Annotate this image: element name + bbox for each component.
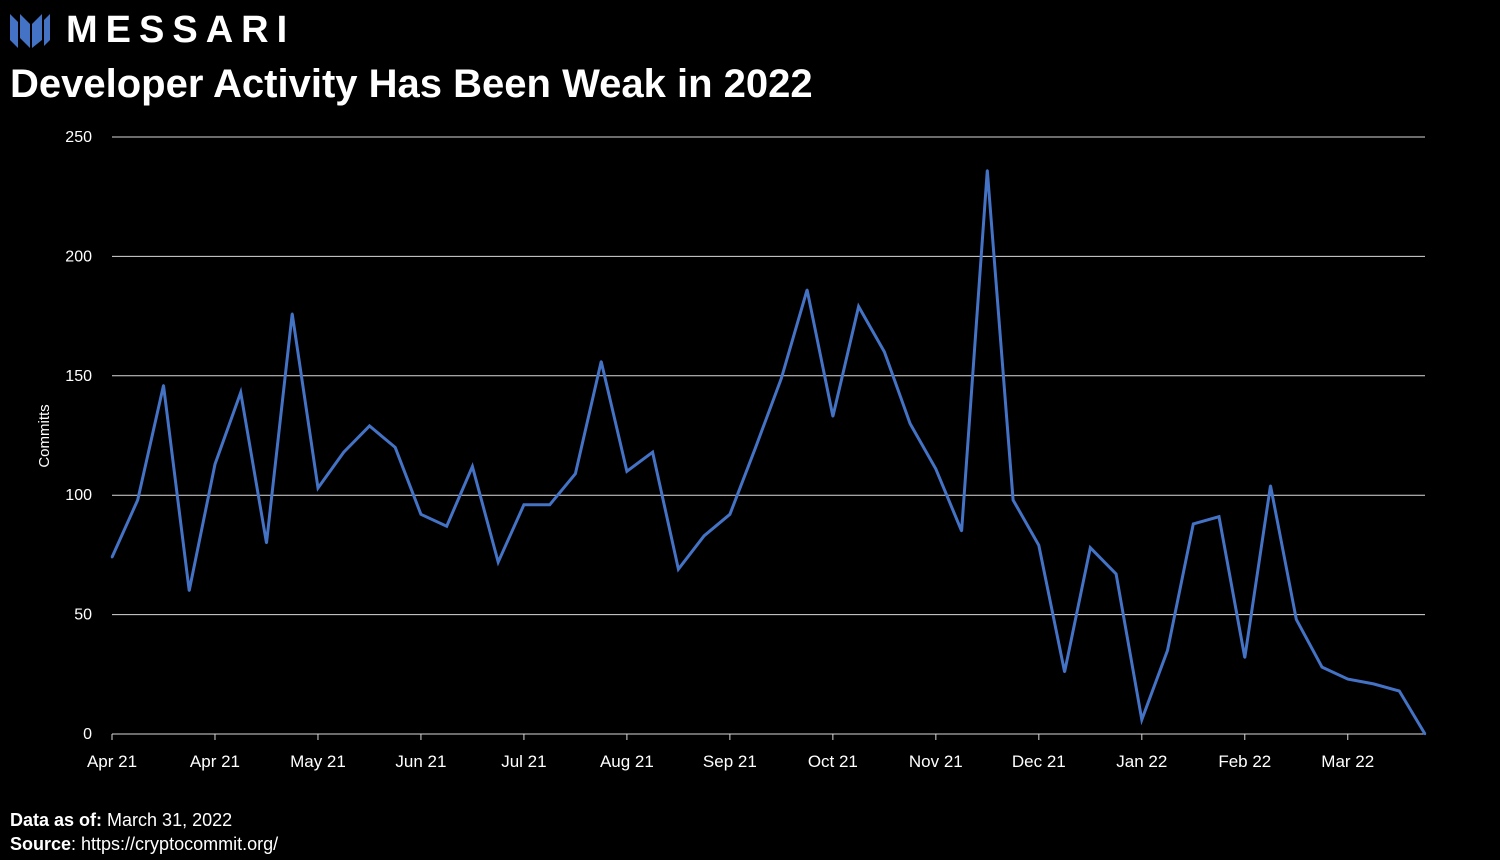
data-point xyxy=(986,169,989,172)
source: Source: https://cryptocommit.org/ xyxy=(10,832,278,856)
x-tick-label: Jun 21 xyxy=(395,752,446,771)
x-tick-label: Feb 22 xyxy=(1218,752,1271,771)
data-point xyxy=(1063,670,1066,674)
data-point xyxy=(780,376,783,380)
footer: Data as of: March 31, 2022 Source: https… xyxy=(10,808,278,856)
data-point xyxy=(110,556,114,559)
data-point xyxy=(496,560,500,564)
chart-title: Developer Activity Has Been Weak in 2022 xyxy=(10,62,813,106)
data-point xyxy=(702,534,706,537)
y-tick-label: 150 xyxy=(65,368,92,385)
data-point xyxy=(599,360,603,363)
data-point xyxy=(445,525,448,528)
data-point xyxy=(728,513,732,516)
x-tick-label: May 21 xyxy=(290,752,346,771)
x-tick-label: Nov 21 xyxy=(909,752,963,771)
data-point xyxy=(239,391,242,394)
y-tick-label: 100 xyxy=(65,487,92,504)
messari-logo-icon xyxy=(10,14,50,48)
data-point xyxy=(136,498,139,502)
data-point xyxy=(393,446,397,449)
source-label: Source xyxy=(10,834,72,854)
data-point xyxy=(960,529,963,533)
source-value: : https://cryptocommit.org/ xyxy=(71,834,279,854)
data-point xyxy=(548,503,551,506)
x-tick-label: Apr 21 xyxy=(87,752,137,771)
x-tick-label: Aug 21 xyxy=(600,752,654,771)
line-chart: 0 50 100 150 200 250 Apr 21 Apr 21 May 21 Jun 21 J… xyxy=(36,129,1427,771)
data-point xyxy=(316,486,320,490)
y-tick-label: 200 xyxy=(65,248,92,265)
data-point xyxy=(1037,544,1041,547)
data-point xyxy=(805,288,809,292)
x-tick-label: Jul 21 xyxy=(501,752,546,771)
x-tick-label: Jan 22 xyxy=(1116,752,1167,771)
x-tick-label: Sep 21 xyxy=(703,752,757,771)
data-as-of-value: March 31, 2022 xyxy=(107,810,233,830)
data-point xyxy=(1243,656,1246,659)
data-point xyxy=(1320,665,1324,669)
data-point xyxy=(419,513,423,516)
data-point xyxy=(857,305,860,308)
x-tick-label: Dec 21 xyxy=(1012,752,1066,771)
data-point xyxy=(342,451,345,454)
data-point xyxy=(522,503,526,506)
brand-name: MESSARI xyxy=(66,9,296,51)
data-point xyxy=(1269,484,1272,487)
y-tick-label: 250 xyxy=(65,129,92,146)
data-point xyxy=(831,415,835,418)
data-point xyxy=(1166,649,1169,652)
data-point xyxy=(883,350,886,354)
brand-header: MESSARI xyxy=(8,8,295,52)
y-tick-label: 0 xyxy=(83,726,92,743)
data-point xyxy=(934,467,938,471)
x-tick-label: Mar 22 xyxy=(1321,752,1374,771)
data-point xyxy=(1423,732,1427,736)
x-tick-label: Apr 21 xyxy=(190,752,240,771)
axes: 0 50 100 150 200 250 Apr 21 Apr 21 May 21 Jun 21 J… xyxy=(65,129,1425,771)
data-point xyxy=(651,451,654,454)
data-point xyxy=(291,312,294,315)
y-axis-label: Committs xyxy=(36,404,53,467)
data-point xyxy=(677,568,680,571)
data-point xyxy=(908,422,912,425)
data-point xyxy=(1089,546,1092,549)
x-tick-label: Oct 21 xyxy=(808,752,858,771)
data-point xyxy=(1372,682,1375,686)
data-point xyxy=(1140,718,1144,721)
data-point xyxy=(1011,498,1015,502)
data-point xyxy=(1398,689,1401,693)
data-point xyxy=(1295,618,1298,621)
data-point xyxy=(162,384,165,387)
data-point xyxy=(471,465,474,468)
data-point xyxy=(1346,677,1349,681)
data-point xyxy=(368,424,371,428)
data-point xyxy=(625,470,629,473)
data-point xyxy=(213,462,217,466)
data-point xyxy=(265,541,268,545)
y-tick-label: 50 xyxy=(74,607,92,624)
data-point xyxy=(1192,522,1195,526)
gridlines xyxy=(112,136,1425,616)
data-point xyxy=(754,446,757,449)
data-as-of-label: Data as of: xyxy=(10,810,103,830)
data-point xyxy=(188,589,191,592)
data-as-of: Data as of: March 31, 2022 xyxy=(10,808,278,832)
data-point xyxy=(574,472,577,475)
series-line-committs xyxy=(110,170,1427,735)
series-layer xyxy=(110,169,1427,736)
data-point xyxy=(1114,572,1118,576)
data-point xyxy=(1217,515,1221,518)
